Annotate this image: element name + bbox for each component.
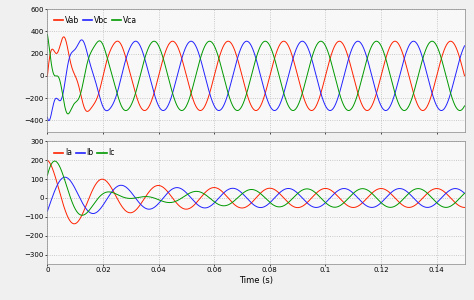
Legend: Ia, Ib, Ic: Ia, Ib, Ic: [51, 145, 118, 160]
X-axis label: Time (s): Time (s): [239, 276, 273, 285]
Legend: Vab, Vbc, Vca: Vab, Vbc, Vca: [51, 13, 140, 28]
